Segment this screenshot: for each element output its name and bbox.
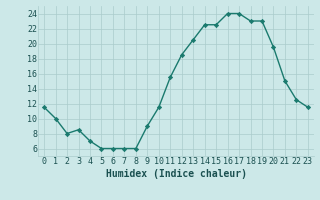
X-axis label: Humidex (Indice chaleur): Humidex (Indice chaleur) bbox=[106, 169, 246, 179]
